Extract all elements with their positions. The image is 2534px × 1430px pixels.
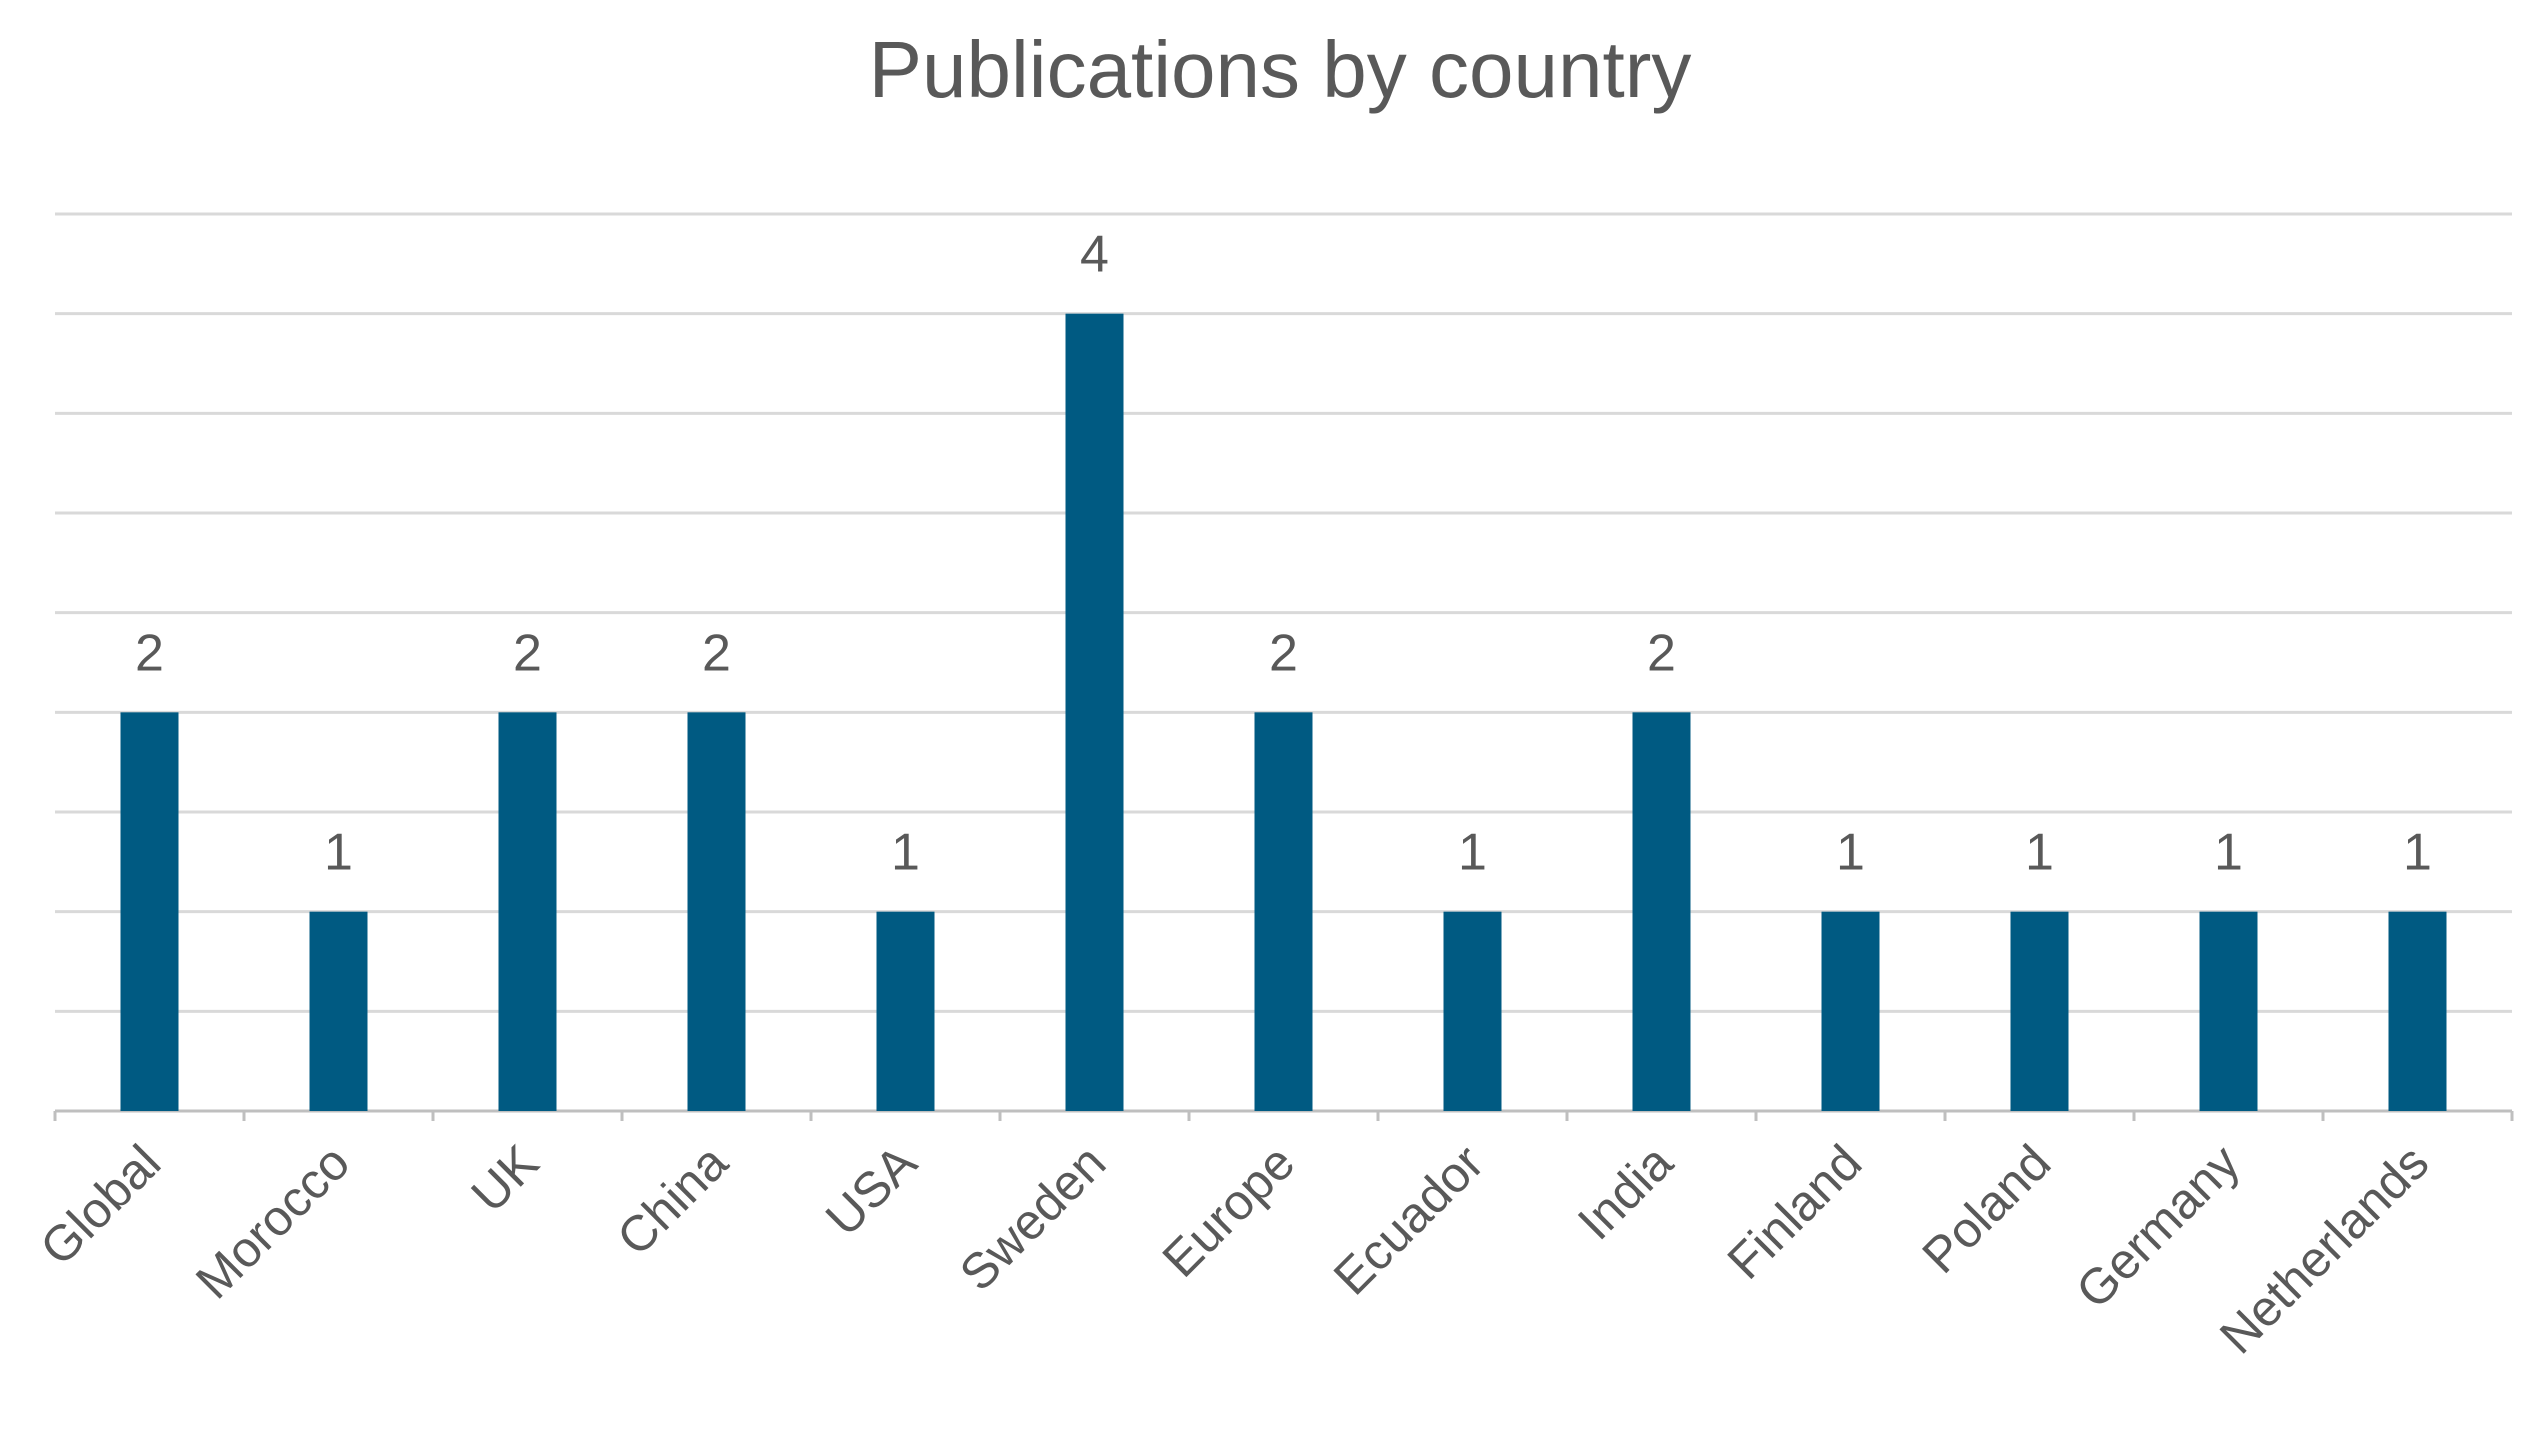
x-tick-label: Poland — [1912, 1134, 2062, 1284]
x-axis — [53, 1109, 2514, 1121]
bar — [687, 712, 746, 1111]
x-tick-label: USA — [815, 1134, 928, 1247]
x-tick-label: Germany — [2065, 1134, 2250, 1319]
x-tick-label: Morocco — [185, 1134, 360, 1309]
bar — [1065, 313, 1124, 1112]
chart-title: Publications by country — [869, 25, 1692, 114]
bar — [1254, 712, 1313, 1111]
x-tick-label: Finland — [1717, 1134, 1873, 1290]
x-tick-label: Europe — [1152, 1134, 1306, 1288]
x-tick-label: Ecuador — [1323, 1134, 1494, 1305]
data-label: 4 — [1080, 226, 1109, 284]
bar — [309, 911, 368, 1111]
bar — [1443, 911, 1502, 1111]
data-label: 1 — [2214, 824, 2243, 882]
bar — [876, 911, 935, 1111]
bar — [2199, 911, 2258, 1111]
x-tick-labels: Global Morocco UK China USA Sweden Europe Ecuad… — [29, 1134, 2439, 1365]
bar — [1632, 712, 1691, 1111]
x-tick-label: Sweden — [949, 1134, 1116, 1301]
data-label: 1 — [1836, 824, 1865, 882]
data-label: 1 — [891, 824, 920, 882]
x-tick-label: China — [606, 1134, 738, 1266]
data-label: 2 — [513, 624, 542, 682]
data-label: 1 — [2025, 824, 2054, 882]
bar — [1821, 911, 1880, 1111]
x-tick-label: India — [1567, 1134, 1683, 1250]
data-label: 1 — [2403, 824, 2432, 882]
bar — [2388, 911, 2447, 1111]
x-tick-label: Global — [29, 1134, 171, 1276]
x-tick-label: UK — [461, 1134, 550, 1223]
bar-series — [120, 313, 2447, 1112]
gridlines — [55, 212, 2512, 1013]
bar — [120, 712, 179, 1111]
bar — [2010, 911, 2069, 1111]
data-label: 2 — [1269, 624, 1298, 682]
bar — [498, 712, 557, 1111]
data-label: 2 — [702, 624, 731, 682]
data-label: 2 — [135, 624, 164, 682]
data-labels: 2 1 2 2 1 4 2 1 2 1 1 1 1 — [135, 226, 2432, 882]
data-label: 1 — [1458, 824, 1487, 882]
data-label: 1 — [324, 824, 353, 882]
data-label: 2 — [1647, 624, 1676, 682]
